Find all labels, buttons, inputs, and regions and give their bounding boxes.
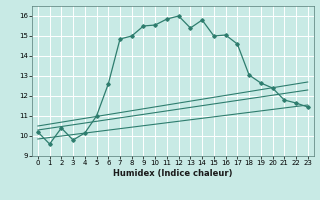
X-axis label: Humidex (Indice chaleur): Humidex (Indice chaleur)	[113, 169, 233, 178]
